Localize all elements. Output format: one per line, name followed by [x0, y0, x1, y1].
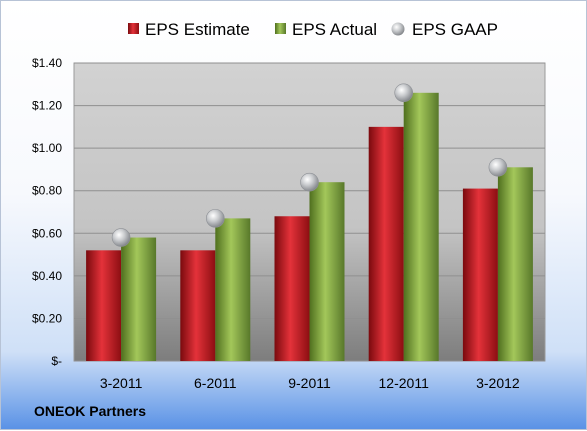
- bar-eps-actual: [309, 182, 345, 361]
- legend-item-gaap: EPS GAAP: [391, 20, 498, 39]
- x-tick-label: 3-2011: [100, 375, 143, 391]
- legend-swatch-actual: [275, 23, 286, 34]
- bar-eps-actual: [403, 92, 439, 362]
- y-tick-label: $0.40: [32, 269, 62, 283]
- legend-label-gaap: EPS GAAP: [412, 20, 498, 39]
- marker-eps-gaap: [488, 158, 508, 177]
- y-tick-label: $0.20: [32, 311, 62, 325]
- marker-eps-gaap: [300, 172, 319, 192]
- y-axis-ticks: $- $0.20 $0.40 $0.60 $0.80 $1.00 $1.20 $1.40: [32, 56, 62, 368]
- bar-eps-actual: [215, 218, 251, 361]
- legend-label-actual: EPS Actual: [292, 20, 377, 39]
- legend: EPS Estimate EPS Actual EPS GAAP: [128, 20, 498, 39]
- y-tick-label: $1.00: [32, 141, 62, 155]
- gaap-markers: [111, 83, 508, 247]
- bars: [86, 92, 533, 362]
- legend-label-estimate: EPS Estimate: [145, 20, 250, 39]
- legend-item-actual: EPS Actual: [275, 20, 377, 39]
- bar-eps-actual: [121, 237, 157, 361]
- y-tick-label: $0.80: [32, 184, 62, 198]
- bar-eps-actual: [497, 167, 533, 361]
- y-tick-label: $-: [51, 354, 62, 368]
- legend-item-estimate: EPS Estimate: [128, 20, 250, 39]
- x-tick-label: 12-2011: [379, 375, 430, 391]
- y-tick-label: $1.40: [32, 56, 62, 70]
- bar-eps-estimate: [462, 188, 498, 361]
- x-tick-label: 3-2012: [476, 375, 520, 391]
- bar-eps-estimate: [86, 250, 122, 361]
- x-tick-label: 6-2011: [194, 375, 237, 391]
- bar-eps-estimate: [274, 216, 310, 361]
- bar-eps-estimate: [180, 250, 216, 361]
- marker-eps-gaap: [394, 83, 414, 103]
- marker-eps-gaap: [111, 228, 131, 247]
- marker-eps-gaap: [206, 209, 225, 228]
- y-tick-label: $0.60: [32, 226, 62, 240]
- x-tick-label: 9-2011: [288, 375, 331, 391]
- x-axis-labels: 3-2011 6-2011 9-2011 12-2011 3-2012: [100, 375, 520, 391]
- y-tick-label: $1.20: [32, 99, 62, 113]
- legend-swatch-estimate: [128, 23, 139, 34]
- legend-swatch-gaap: [391, 22, 405, 36]
- bar-eps-estimate: [368, 126, 404, 361]
- company-name: ONEOK Partners: [34, 403, 147, 419]
